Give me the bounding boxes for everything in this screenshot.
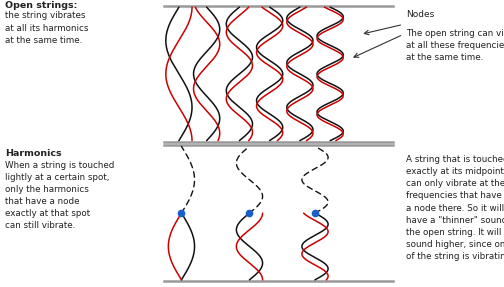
Text: A string that is touched lightly
exactly at its midpoint
can only vibrate at the: A string that is touched lightly exactly… xyxy=(406,155,504,261)
Text: Harmonics: Harmonics xyxy=(5,149,61,158)
Text: The open string can vibrate
at all these frequencies
at the same time.: The open string can vibrate at all these… xyxy=(406,29,504,62)
Text: the string vibrates
at all its harmonics
at the same time.: the string vibrates at all its harmonics… xyxy=(5,11,89,45)
Text: When a string is touched
lightly at a certain spot,
only the harmonics
that have: When a string is touched lightly at a ce… xyxy=(5,161,114,230)
Text: Open strings:: Open strings: xyxy=(5,1,78,10)
Text: Nodes: Nodes xyxy=(406,10,434,19)
